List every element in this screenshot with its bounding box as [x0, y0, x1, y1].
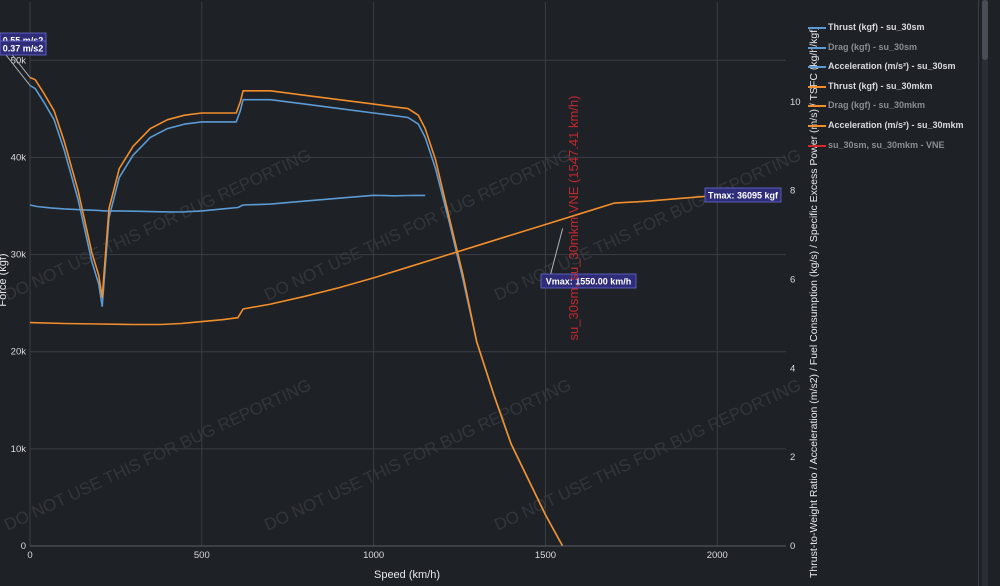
panel-divider	[978, 0, 979, 586]
legend-label: Thrust (kgf) - su_30mkm	[828, 80, 933, 91]
annotation-accel-mkm-text: 0.55 m/s2	[3, 36, 44, 46]
y2-tick-label: 4	[790, 363, 795, 374]
legend-swatch	[808, 124, 826, 127]
legend-label: Thrust (kgf) - su_30sm	[828, 22, 925, 32]
legend-label: Acceleration (m/s²) - su_30mkm	[828, 119, 964, 130]
scrollbar-thumb[interactable]	[982, 0, 988, 60]
x-tick-label: 1500	[535, 550, 556, 561]
y2-tick-label: 10	[790, 97, 801, 108]
series-line-5	[29, 76, 564, 547]
y-tick-label: 40k	[11, 152, 27, 163]
y-tick-label: 20k	[11, 347, 27, 358]
axes-layer: 0 500 1000 1500 2000 0 10k 20k 30k 40k 50k 0 2 4 6 8 10	[11, 55, 801, 561]
legend-label: Drag (kgf) - su_30sm	[828, 41, 918, 52]
legend-swatch	[808, 144, 826, 147]
legend-item[interactable]: Drag (kgf) - su_30mkm	[806, 96, 986, 116]
legend-item[interactable]: Acceleration (m/s²) - su_30mkm	[806, 116, 986, 136]
legend-item[interactable]: Thrust (kgf) - su_30sm	[806, 18, 986, 38]
legend: Thrust (kgf) - su_30sm Drag (kgf) - su_30…	[806, 18, 986, 155]
series-layer	[29, 76, 718, 547]
legend-swatch	[808, 66, 826, 69]
y-axis-label: Force (kgf)	[0, 253, 9, 306]
legend-item[interactable]: Acceleration (m/s²) - su_30sm	[806, 57, 986, 77]
watermark-text: DO NOT USE THIS FOR BUG REPORTING	[1, 375, 314, 534]
legend-label: su_30sm, su_30mkm - VNE	[828, 139, 945, 150]
annotation-tmax-text: Tmax: 36095 kgf	[708, 191, 779, 201]
annotation-accel-sm-arrow	[5, 54, 31, 86]
legend-swatch	[808, 46, 826, 49]
legend-item[interactable]: su_30sm, su_30mkm - VNE	[806, 136, 986, 156]
y2-tick-label: 8	[790, 186, 795, 197]
x-tick-label: 500	[194, 550, 210, 561]
x-tick-label: 2000	[707, 550, 728, 561]
annotation-vmax-text: Vmax: 1550.00 km/h	[546, 277, 632, 287]
annotation-vmax-box	[540, 273, 637, 289]
y2-axis-label: Thrust-to-Weight Ratio / Acceleration (m…	[808, 26, 820, 578]
y-tick-label: 0	[21, 541, 26, 552]
legend-item[interactable]: Drag (kgf) - su_30sm	[806, 38, 986, 58]
x-tick-label: 0	[27, 550, 32, 561]
series-line-2	[29, 84, 564, 547]
annotation-layer: 0.55 m/s20.37 m/s2 Tmax: 36095 kgf Vmax: 1…	[0, 32, 782, 289]
legend-item[interactable]: Thrust (kgf) - su_30mkm	[806, 77, 986, 97]
y-tick-label: 30k	[11, 250, 27, 261]
y-tick-label: 50k	[11, 55, 27, 66]
y2-tick-label: 6	[790, 275, 795, 286]
scrollbar[interactable]	[982, 0, 988, 586]
y2-tick-label: 0	[790, 541, 795, 552]
legend-label: Acceleration (m/s²) - su_30sm	[828, 61, 956, 72]
y2-tick-label: 2	[790, 452, 795, 463]
series-line-3	[29, 194, 718, 326]
y-tick-label: 10k	[11, 444, 27, 455]
legend-swatch	[808, 27, 826, 29]
legend-label: Drag (kgf) - su_30mkm	[828, 100, 926, 111]
legend-swatch	[808, 85, 826, 88]
annotation-accel-sm-text: 0.37 m/s2	[3, 44, 44, 54]
x-axis-label: Speed (km/h)	[374, 569, 440, 581]
annotation-tmax-box	[704, 187, 782, 203]
watermark-layer: DO NOT USE THIS FOR BUG REPORTING DO NOT …	[1, 145, 804, 534]
x-tick-label: 1000	[363, 550, 384, 561]
watermark-text: DO NOT USE THIS FOR BUG REPORTING	[1, 145, 314, 304]
legend-swatch	[808, 105, 826, 108]
annotation-accel-sm-box	[0, 40, 47, 56]
vne-label: su_30sm, su_30mkm VNE (1547.41 km/h)	[566, 96, 581, 341]
